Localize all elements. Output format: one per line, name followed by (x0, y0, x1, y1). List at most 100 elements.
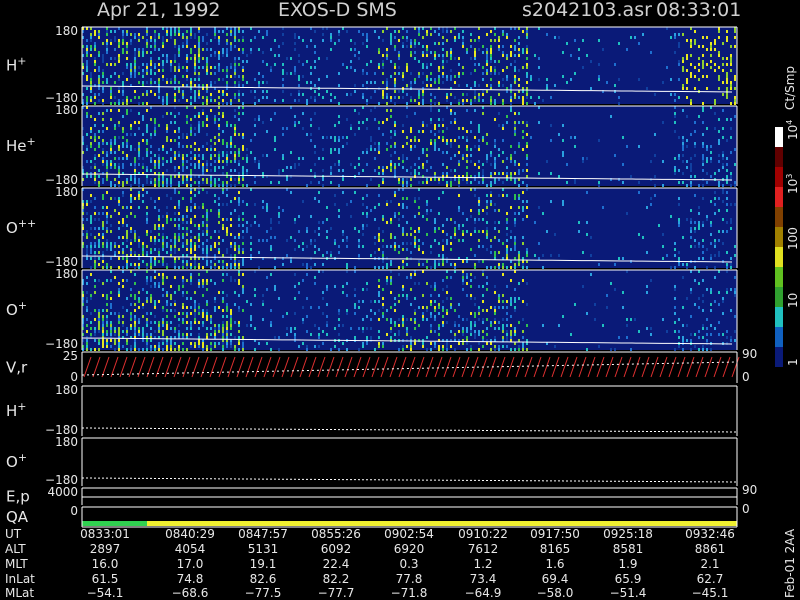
spectrogram-cell (314, 60, 316, 63)
spectrogram-cell (254, 124, 256, 127)
spectrogram-cell (98, 279, 100, 282)
spectrogram-cell (694, 66, 696, 69)
spectrogram-cell (494, 254, 496, 257)
spectrogram-cell (210, 181, 212, 184)
spectrogram-cell (178, 130, 180, 133)
spectrogram-cell (130, 148, 132, 151)
spectrogram-cell (722, 218, 724, 221)
spectrogram-cell (186, 260, 188, 263)
spectrogram-cell (434, 260, 436, 263)
spectrogram-cell (390, 154, 392, 157)
spectrogram-cell (130, 184, 132, 187)
spectrogram-cell (262, 154, 264, 157)
spectrogram-cell (170, 336, 172, 339)
spectrogram-cell (490, 60, 492, 63)
spectrogram-cell (266, 288, 268, 291)
spectrogram-cell (726, 36, 728, 39)
spectrogram-cell (178, 51, 180, 54)
spectrogram-cell (714, 172, 716, 175)
spectrogram-cell (226, 345, 228, 348)
spectrogram-cell (510, 336, 512, 339)
spectrogram-cell (94, 136, 96, 139)
spectrogram-cell (446, 233, 448, 236)
spectrogram-cell (434, 318, 436, 321)
spectrogram-cell (302, 306, 304, 309)
spectrogram-cell (210, 318, 212, 321)
spectrogram-cell (198, 30, 200, 33)
spectrogram-cell (258, 224, 260, 227)
spectrogram-cell (242, 218, 244, 221)
spectrogram-cell (590, 236, 592, 239)
spectrogram-cell (394, 102, 396, 105)
spectrogram-cell (290, 191, 292, 194)
spectrogram-cell (126, 266, 128, 269)
spectrogram-cell (358, 121, 360, 124)
spectrogram-cell (622, 306, 624, 309)
spectrogram-cell (190, 230, 192, 233)
spectrogram-cell (210, 148, 212, 151)
spectrogram-cell (414, 45, 416, 48)
spectrogram-cell (114, 333, 116, 336)
spectrogram-cell (718, 169, 720, 172)
spectrogram-cell (562, 139, 564, 142)
spectrogram-cell (206, 99, 208, 102)
spectrogram-cell (138, 245, 140, 248)
spectrogram-cell (94, 30, 96, 33)
spectrogram-cell (238, 309, 240, 312)
spectrogram-cell (690, 39, 692, 42)
spectrogram-cell (402, 184, 404, 187)
spectrogram-cell (150, 285, 152, 288)
spectrogram-cell (334, 42, 336, 45)
spectrogram-cell (218, 36, 220, 39)
velocity-trace (686, 356, 695, 378)
spectrogram-cell (498, 297, 500, 300)
spectrogram-cell (222, 227, 224, 230)
spectrogram-cell (102, 60, 104, 63)
spectrogram-cell (470, 312, 472, 315)
spectrogram-cell (474, 39, 476, 42)
spectrogram-cell (694, 230, 696, 233)
spectrogram-cell (394, 236, 396, 239)
spectrogram-cell (422, 270, 424, 273)
spectrogram-cell (230, 178, 232, 181)
spectrogram-cell (346, 142, 348, 145)
spectrogram-cell (214, 160, 216, 163)
spectrogram-cell (126, 239, 128, 242)
spectrogram-cell (178, 27, 180, 30)
spectrogram-cell (282, 72, 284, 75)
spectrogram-cell (174, 309, 176, 312)
spectrogram-cell (338, 184, 340, 187)
spectrogram-cell (94, 175, 96, 178)
spectrogram-cell (526, 169, 528, 172)
spectrogram-cell (110, 75, 112, 78)
spectrogram-cell (490, 239, 492, 242)
spectrogram-cell (174, 266, 176, 269)
spectrogram-cell (466, 109, 468, 112)
spectrogram-cell (514, 306, 516, 309)
spectrogram-cell (430, 327, 432, 330)
spectrogram-cell (146, 300, 148, 303)
spectrogram-cell (262, 36, 264, 39)
spectrogram-cell (526, 27, 528, 30)
spectrogram-cell (450, 184, 452, 187)
spectrogram-cell (334, 345, 336, 348)
spectrogram-cell (430, 294, 432, 297)
spectrogram-cell (218, 260, 220, 263)
spectrogram-cell (418, 166, 420, 169)
spectrogram-cell (126, 45, 128, 48)
spectrogram-cell (534, 254, 536, 257)
spectrogram-cell (98, 233, 100, 236)
spectrogram-cell (454, 96, 456, 99)
spectrogram-cell (94, 227, 96, 230)
spectrogram-cell (166, 327, 168, 330)
spectrogram-cell (198, 112, 200, 115)
spectrogram-cell (226, 342, 228, 345)
spectrogram-cell (486, 60, 488, 63)
spectrogram-cell (218, 327, 220, 330)
spectrogram-cell (502, 172, 504, 175)
spectrogram-cell (638, 78, 640, 81)
spectrogram-cell (106, 227, 108, 230)
spectrogram-cell (282, 99, 284, 102)
spectrogram-cell (494, 348, 496, 351)
spectrogram-cell (598, 263, 600, 266)
